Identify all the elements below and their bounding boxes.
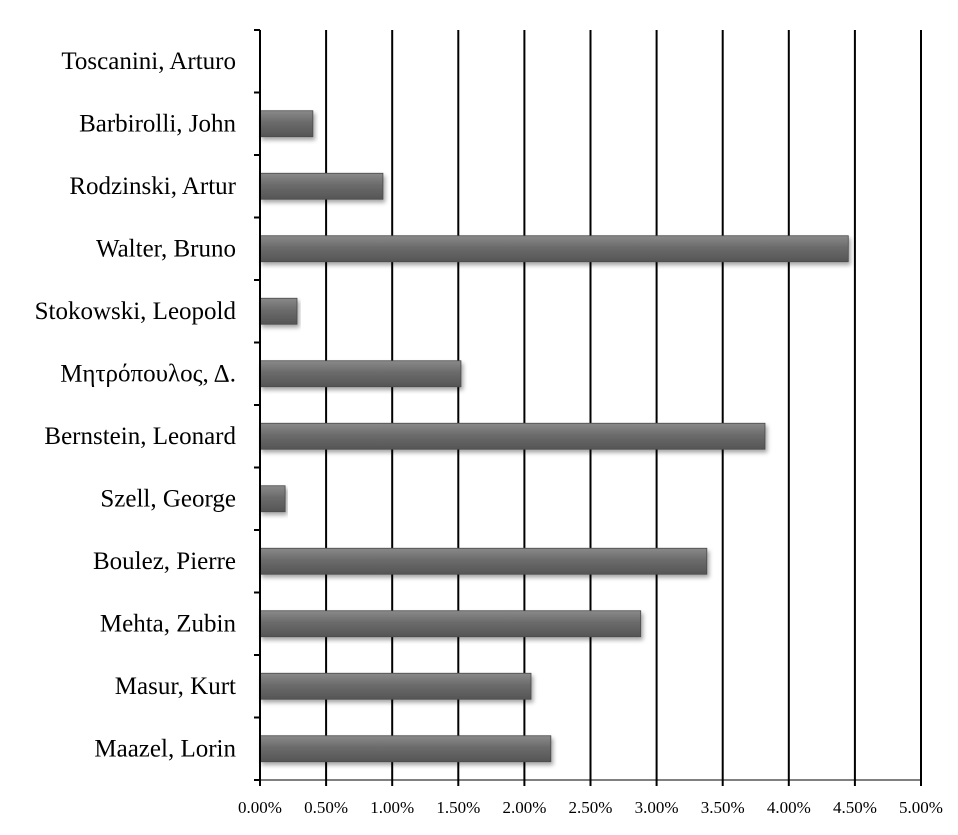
bars	[259, 110, 849, 763]
category-label: Walter, Bruno	[96, 235, 236, 262]
category-label: Maazel, Lorin	[94, 735, 236, 762]
bar	[259, 235, 849, 263]
bar	[259, 422, 766, 450]
category-label: Boulez, Pierre	[93, 548, 236, 575]
category-labels: Toscanini, Arturo Barbirolli, John Rodzins…	[35, 48, 237, 763]
x-tick-label: 5.00%	[899, 798, 943, 817]
x-tick-label: 1.50%	[436, 798, 480, 817]
x-tick-labels: 0.00% 0.50% 1.00% 1.50% 2.00% 2.50% 3.00% 3.50%…	[238, 798, 943, 817]
bar	[259, 547, 708, 575]
category-label: Bernstein, Leonard	[44, 423, 236, 450]
x-tick-label: 1.00%	[370, 798, 414, 817]
category-label: Rodzinski, Artur	[69, 173, 236, 200]
x-tick-label: 4.00%	[767, 798, 811, 817]
x-tick-label: 2.50%	[569, 798, 613, 817]
category-label: Mehta, Zubin	[100, 610, 237, 637]
bar	[259, 735, 552, 763]
x-tick-label: 3.50%	[701, 798, 745, 817]
bar	[259, 172, 384, 200]
category-label: Masur, Kurt	[115, 673, 236, 700]
category-label: Stokowski, Leopold	[35, 298, 237, 325]
x-tick-label: 2.00%	[502, 798, 546, 817]
category-label: Toscanini, Arturo	[61, 48, 236, 75]
category-label: Μητρόπουλος, Δ.	[60, 360, 236, 387]
x-tick-label: 4.50%	[833, 798, 877, 817]
bar	[259, 297, 298, 325]
gridlines	[325, 30, 922, 780]
category-label: Szell, George	[100, 485, 236, 512]
bar	[259, 610, 642, 638]
bar	[259, 110, 314, 138]
y-axis	[254, 29, 922, 786]
x-tick-label: 0.50%	[304, 798, 348, 817]
x-tick-label: 0.00%	[238, 798, 282, 817]
x-tick-label: 3.00%	[635, 798, 679, 817]
bar	[259, 360, 462, 388]
category-label: Barbirolli, John	[79, 110, 236, 137]
bar	[259, 672, 532, 700]
bar	[259, 485, 286, 513]
